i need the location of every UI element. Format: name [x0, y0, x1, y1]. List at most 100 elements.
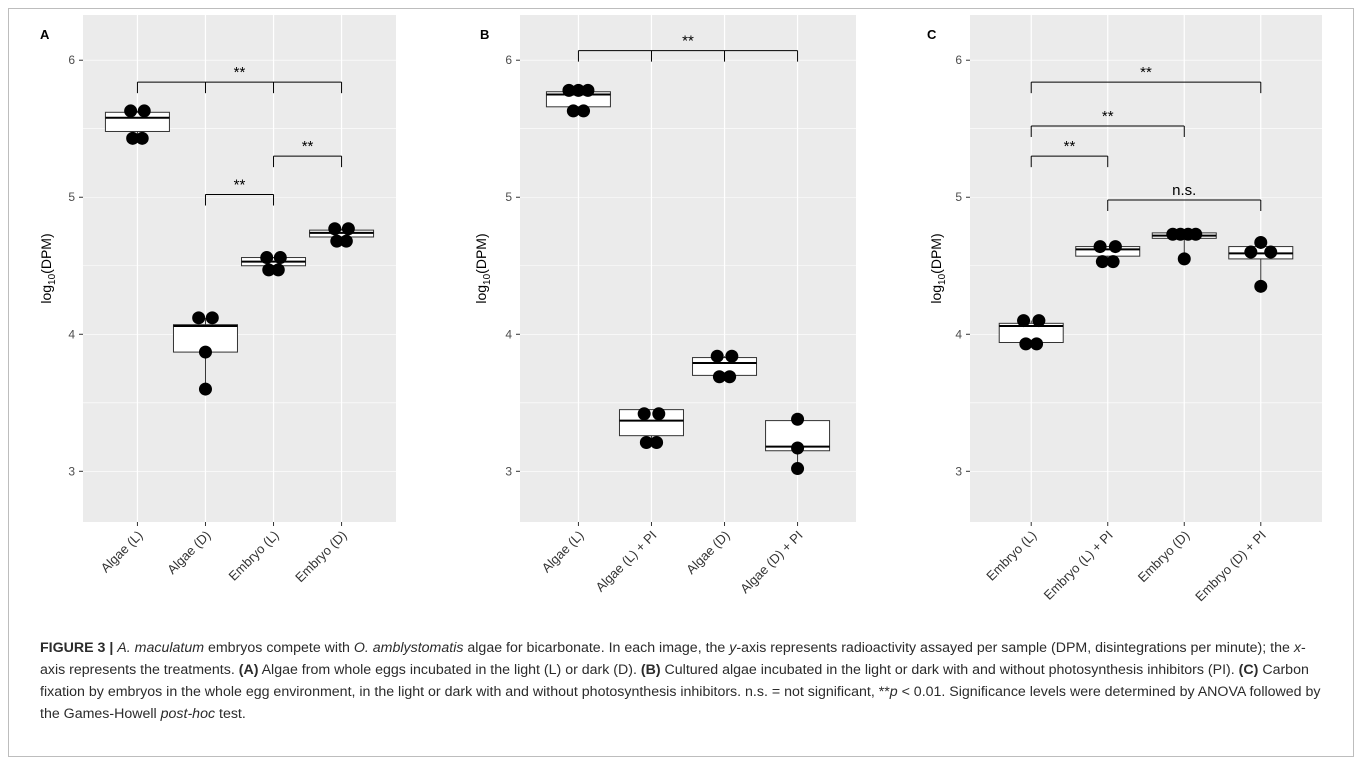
- data-point: [639, 436, 653, 450]
- data-point: [1093, 240, 1107, 254]
- data-point: [1095, 255, 1109, 269]
- plot-background: [970, 15, 1322, 522]
- caption-text: Carbon fixation by embryos in the whole …: [40, 662, 1309, 700]
- data-point: [341, 222, 355, 236]
- panel-a: A 3 4 5 6 log10(DPM) Algae (L) Algae (D) Embryo …: [38, 15, 396, 585]
- chart-canvas: A 3 4 5 6 log10(DPM) Algae (L) Algae (D) Embryo …: [38, 15, 1322, 604]
- data-point: [339, 234, 353, 248]
- data-point: [1264, 245, 1278, 259]
- data-point: [262, 263, 276, 277]
- caption-panel-c-label: (C): [1238, 662, 1259, 678]
- y-tick-label: 6: [505, 53, 512, 67]
- x-tick-label: Algae (D) + PI: [737, 528, 806, 597]
- data-point: [712, 370, 726, 384]
- data-point: [562, 83, 576, 97]
- data-point: [652, 407, 666, 421]
- data-point: [1254, 279, 1268, 293]
- box: [692, 357, 758, 376]
- y-axis-title: log10(DPM): [928, 233, 948, 303]
- caption-species-algae: O. amblystomatis: [353, 640, 464, 656]
- figure-label: FIGURE 3 |: [40, 640, 114, 656]
- significance-label: **: [1102, 108, 1114, 125]
- data-point: [725, 349, 739, 363]
- x-tick-label: Algae (D): [683, 528, 732, 577]
- data-point: [1106, 255, 1120, 269]
- data-point: [205, 311, 219, 325]
- y-tick-label: 4: [955, 327, 962, 341]
- y-tick-label: 3: [68, 464, 75, 478]
- data-point: [710, 349, 724, 363]
- y-tick-label: 5: [505, 190, 512, 204]
- x-tick-label: Embryo (D) + PI: [1192, 528, 1269, 605]
- caption-text: Algae from whole eggs incubated in the l…: [258, 662, 641, 678]
- data-point: [1017, 314, 1031, 328]
- caption-text: embryos compete with: [204, 640, 354, 656]
- panel-b: B 3 4 5 6 log10(DPM) Algae (L) Algae (L) + PI Al…: [473, 15, 856, 596]
- significance-label: **: [1140, 64, 1152, 81]
- caption-text: -axis represents radioactivity assayed p…: [736, 640, 1294, 656]
- significance-label: **: [1064, 138, 1076, 155]
- y-tick-label: 6: [68, 53, 75, 67]
- significance-label: **: [234, 64, 246, 81]
- y-tick-label: 5: [955, 190, 962, 204]
- y-tick-label: 6: [955, 53, 962, 67]
- figure-caption: FIGURE 3 | A. maculatum embryos compete …: [40, 637, 1330, 725]
- panel-c: C 3 4 5 6 log10(DPM) Embryo (L) Embryo (L) + PI…: [927, 15, 1322, 604]
- data-point: [260, 251, 274, 265]
- y-tick-label: 3: [505, 464, 512, 478]
- data-point: [791, 412, 805, 426]
- data-point: [581, 83, 595, 97]
- y-tick-label: 4: [505, 327, 512, 341]
- caption-italic: y: [729, 640, 737, 656]
- data-point: [791, 462, 805, 476]
- caption-text: test.: [215, 706, 246, 722]
- significance-label: **: [302, 138, 314, 155]
- caption-italic: post-hoc: [160, 706, 216, 722]
- data-point: [1189, 227, 1203, 241]
- data-point: [124, 104, 138, 118]
- caption-text: -axis represents the treatments.: [40, 640, 1306, 678]
- data-point: [330, 234, 344, 248]
- caption-panel-a-label: (A): [238, 662, 259, 678]
- data-point: [1108, 240, 1122, 254]
- data-point: [192, 311, 206, 325]
- y-tick-label: 3: [955, 464, 962, 478]
- data-point: [566, 104, 580, 118]
- data-point: [1019, 337, 1033, 351]
- x-tick-label: Embryo (D): [292, 528, 350, 586]
- y-axis-title: log10(DPM): [38, 233, 58, 303]
- data-point: [198, 382, 212, 396]
- panel-label: B: [480, 27, 489, 42]
- data-point: [135, 131, 149, 145]
- data-point: [637, 407, 651, 421]
- caption-species-embryo: A. maculatum: [117, 640, 205, 656]
- data-point: [650, 436, 664, 450]
- data-point: [273, 251, 287, 265]
- data-point: [577, 104, 591, 118]
- caption-italic: x: [1293, 640, 1301, 656]
- y-tick-label: 5: [68, 190, 75, 204]
- data-point: [1254, 235, 1268, 249]
- data-point: [1030, 337, 1044, 351]
- data-point: [328, 222, 342, 236]
- data-point: [126, 131, 140, 145]
- data-point: [137, 104, 151, 118]
- x-tick-label: Algae (L) + PI: [593, 528, 660, 595]
- y-axis-title: log10(DPM): [473, 233, 493, 303]
- data-point: [198, 345, 212, 359]
- x-tick-label: Embryo (L) + PI: [1041, 528, 1116, 603]
- significance-label: **: [234, 177, 246, 194]
- x-tick-label: Embryo (D): [1135, 528, 1193, 586]
- panel-label: A: [40, 27, 50, 42]
- x-tick-label: Algae (L): [98, 528, 146, 576]
- box: [104, 111, 170, 132]
- x-tick-label: Embryo (L): [983, 528, 1039, 584]
- box: [1075, 246, 1141, 257]
- box: [618, 409, 684, 437]
- data-point: [723, 370, 737, 384]
- data-point: [1244, 245, 1258, 259]
- data-point: [791, 441, 805, 455]
- caption-panel-b-label: (B): [640, 662, 661, 678]
- caption-text: < 0.01. Significance levels were determi…: [40, 684, 1321, 722]
- caption-text: Cultured algae incubated in the light or…: [660, 662, 1239, 678]
